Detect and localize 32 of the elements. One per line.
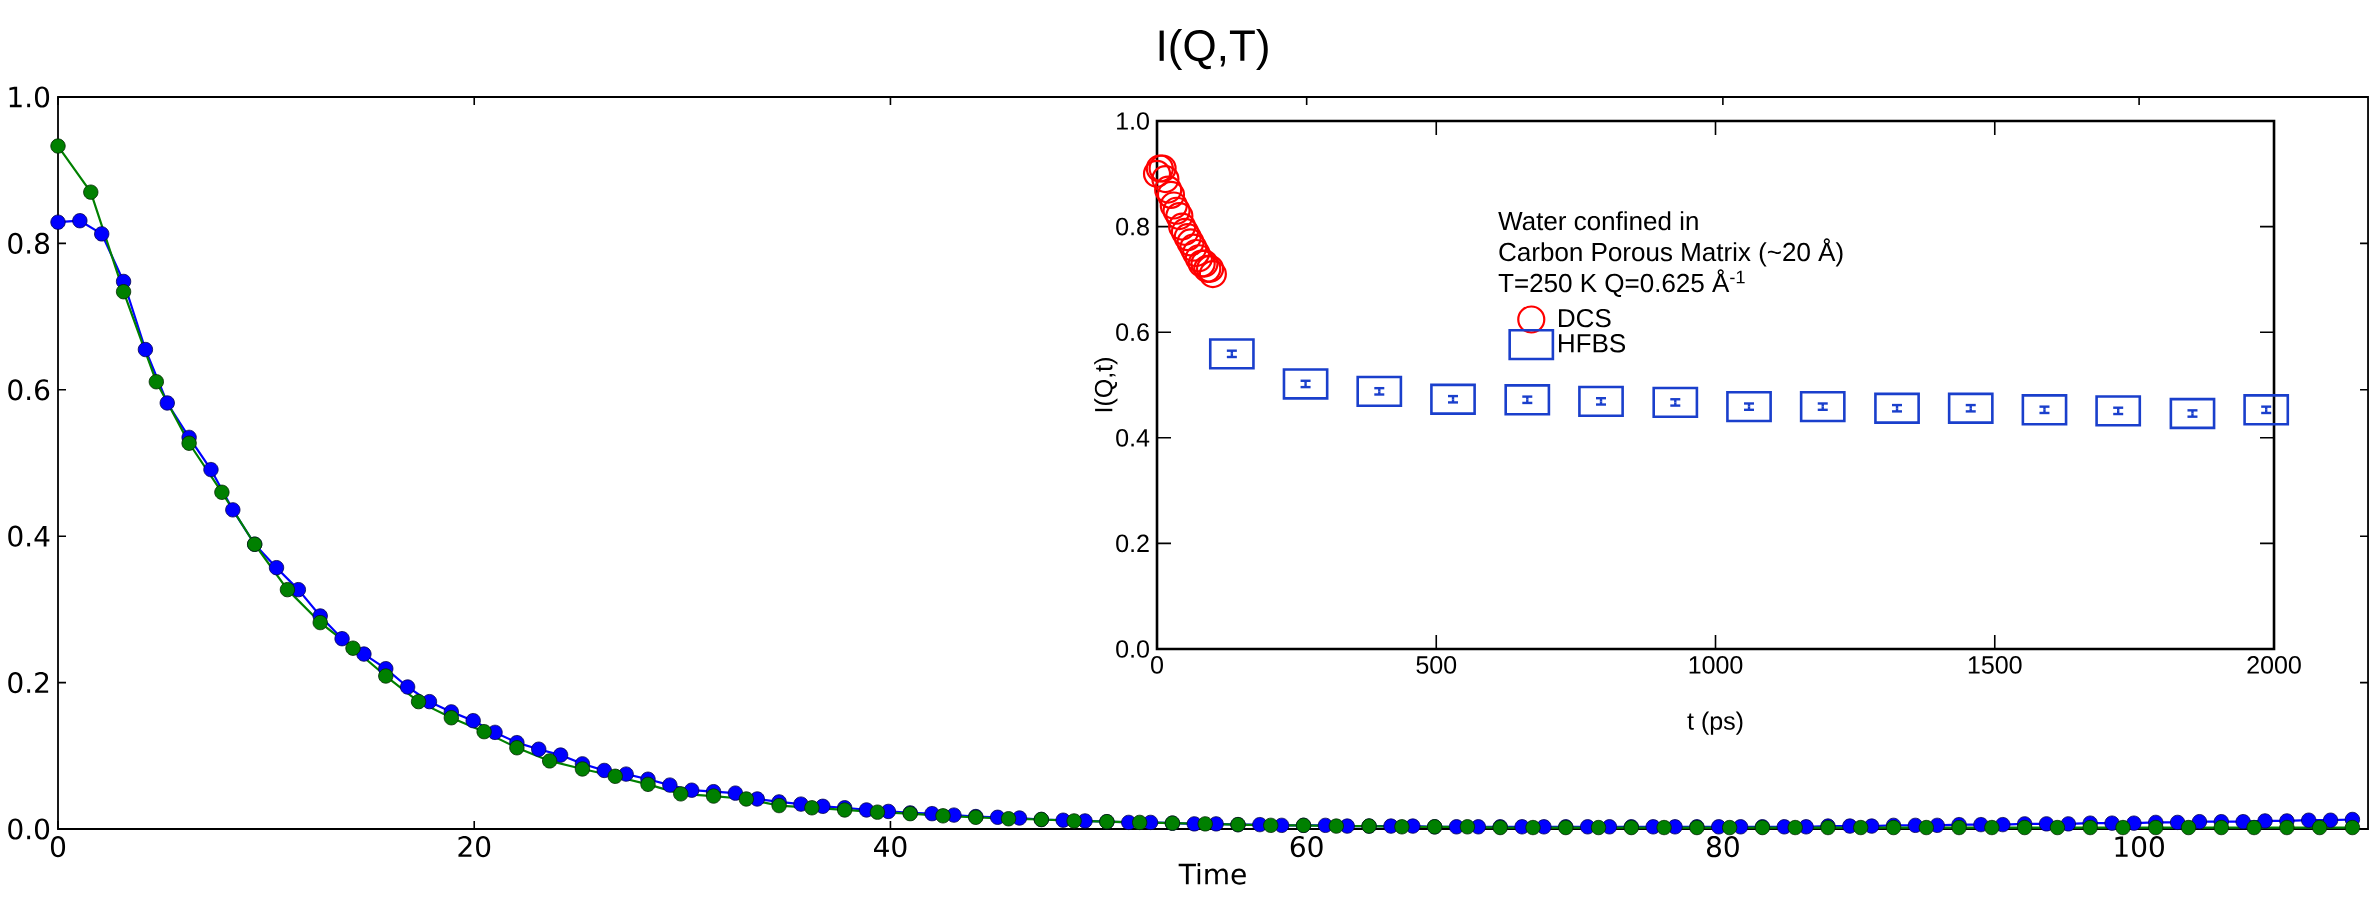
y-tick-label: 0.4	[8, 525, 50, 547]
y-tick-label: 0.0	[1116, 640, 1149, 658]
y-tick-label: 0.0	[8, 818, 50, 840]
annotation: Carbon Porous Matrix (~20 Å)	[1499, 238, 1843, 267]
x-tick-label: 1500	[1968, 656, 2022, 674]
x-tick-label: 40	[874, 836, 907, 858]
chart-title: I(Q,T)	[1159, 28, 1268, 70]
y-tick-label: 0.8	[1116, 217, 1149, 236]
annotation: T=250 K Q=0.625 Å$^{-1}$	[1498, 269, 1745, 297]
y-axis-title: I(Q,t)	[1094, 358, 1118, 412]
x-axis-title: t (ps)	[1687, 711, 1743, 735]
x-tick-label: 0	[50, 836, 66, 858]
y-tick-label: 0.2	[8, 672, 49, 694]
x-tick-label: 0	[1151, 656, 1163, 674]
x-tick-label: 80	[1706, 836, 1739, 858]
x-tick-label: 2000	[2247, 656, 2301, 674]
y-tick-label: 1.0	[1117, 112, 1149, 130]
y-tick-label: 0.4	[1116, 428, 1150, 447]
y-tick-label: 1.0	[9, 86, 50, 108]
x-axis-title: Time	[1178, 862, 1246, 885]
y-tick-label: 0.2	[1116, 534, 1149, 553]
x-tick-label: 20	[458, 836, 491, 858]
y-tick-label: 0.8	[8, 232, 50, 254]
annotation: Water confined in	[1498, 211, 1698, 231]
legend-label: HFBS	[1559, 334, 1626, 353]
legend-label: DCS	[1559, 308, 1611, 328]
y-tick-label: 0.6	[8, 379, 50, 401]
x-tick-label: 100	[2115, 836, 2164, 858]
y-tick-label: 0.6	[1116, 323, 1149, 342]
x-tick-label: 60	[1290, 836, 1323, 858]
x-tick-label: 500	[1416, 656, 1457, 674]
x-tick-label: 1000	[1689, 656, 1743, 674]
